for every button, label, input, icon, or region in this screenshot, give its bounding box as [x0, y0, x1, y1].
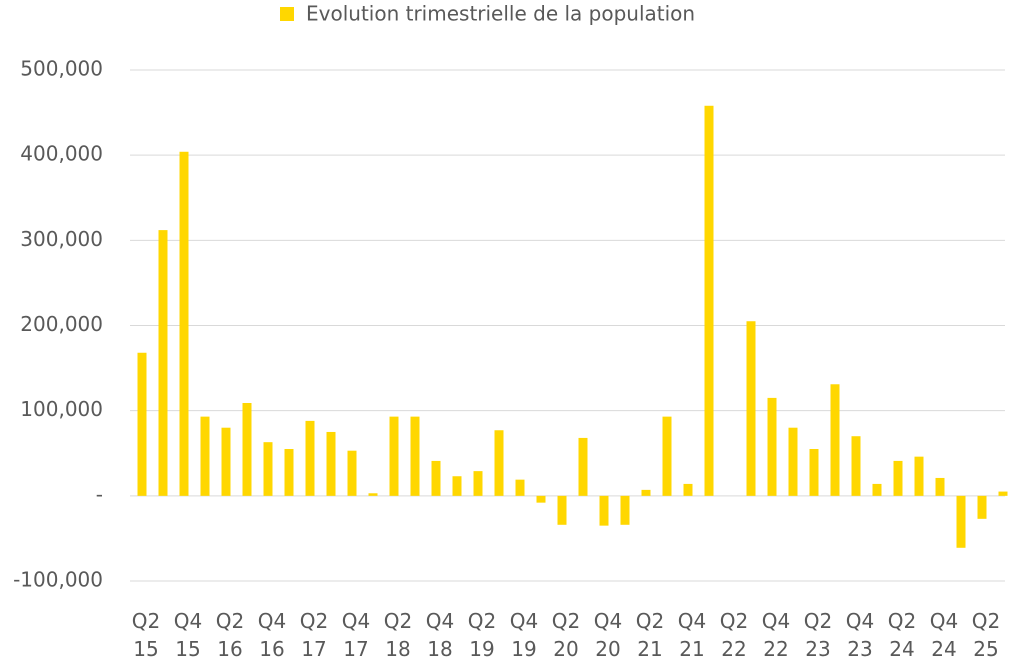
bar: [368, 493, 378, 496]
bar: [179, 151, 189, 496]
bar: [452, 476, 462, 496]
legend-label: Evolution trimestrielle de la population: [306, 2, 695, 26]
bar: [305, 420, 315, 496]
bar: [137, 352, 147, 496]
y-tick-label: -100,000: [13, 568, 103, 592]
legend-swatch: [280, 7, 294, 21]
bar: [893, 460, 903, 496]
x-tick-label: Q4 20: [594, 609, 622, 661]
bar: [704, 105, 714, 496]
x-tick-label: Q2 15: [132, 609, 160, 661]
bar: [578, 437, 588, 496]
bar: [956, 495, 966, 548]
x-tick-label: Q4 23: [846, 609, 874, 661]
bar: [935, 477, 945, 496]
bar: [662, 416, 672, 496]
x-tick-label: Q4 24: [930, 609, 958, 661]
bar: [557, 495, 567, 525]
y-tick-label: 400,000: [20, 142, 103, 166]
x-tick-label: Q4 16: [258, 609, 286, 661]
y-tick-label: 500,000: [20, 57, 103, 81]
x-tick-label: Q2 21: [636, 609, 664, 661]
bar: [683, 483, 693, 496]
bar: [767, 397, 777, 496]
bar: [263, 442, 273, 496]
bar: [599, 495, 609, 526]
x-tick-label: Q2 25: [972, 609, 1000, 661]
bar: [494, 430, 504, 496]
bar: [242, 403, 252, 496]
x-tick-label: Q4 15: [174, 609, 202, 661]
bar: [410, 416, 420, 496]
x-tick-label: Q2 16: [216, 609, 244, 661]
bar: [851, 436, 861, 496]
x-tick-label: Q4 22: [762, 609, 790, 661]
bar: [473, 471, 483, 496]
x-tick-label: Q4 19: [510, 609, 538, 661]
bar: [788, 427, 798, 496]
y-tick-label: 100,000: [20, 397, 103, 421]
bar: [998, 491, 1008, 496]
bar: [515, 479, 525, 496]
x-tick-label: Q2 17: [300, 609, 328, 661]
x-tick-label: Q2 19: [468, 609, 496, 661]
bar: [620, 495, 630, 525]
y-tick-label: -: [96, 482, 103, 506]
x-tick-label: Q4 17: [342, 609, 370, 661]
bar: [284, 448, 294, 496]
bar: [389, 416, 399, 496]
bar: [536, 495, 546, 503]
x-tick-label: Q4 21: [678, 609, 706, 661]
bar: [641, 489, 651, 496]
bar: [347, 450, 357, 496]
bar: [872, 483, 882, 496]
bar: [158, 230, 168, 496]
x-tick-label: Q2 23: [804, 609, 832, 661]
y-tick-label: 200,000: [20, 312, 103, 336]
bar: [977, 495, 987, 519]
y-tick-label: 300,000: [20, 227, 103, 251]
x-tick-label: Q2 20: [552, 609, 580, 661]
bar: [830, 384, 840, 496]
bar: [809, 448, 819, 496]
bar: [431, 460, 441, 496]
bar: [914, 456, 924, 496]
x-tick-label: Q2 18: [384, 609, 412, 661]
bar: [200, 416, 210, 496]
x-tick-label: Q2 22: [720, 609, 748, 661]
bar: [746, 321, 756, 496]
bar: [326, 431, 336, 496]
x-tick-label: Q4 18: [426, 609, 454, 661]
bar: [221, 427, 231, 496]
x-tick-label: Q2 24: [888, 609, 916, 661]
